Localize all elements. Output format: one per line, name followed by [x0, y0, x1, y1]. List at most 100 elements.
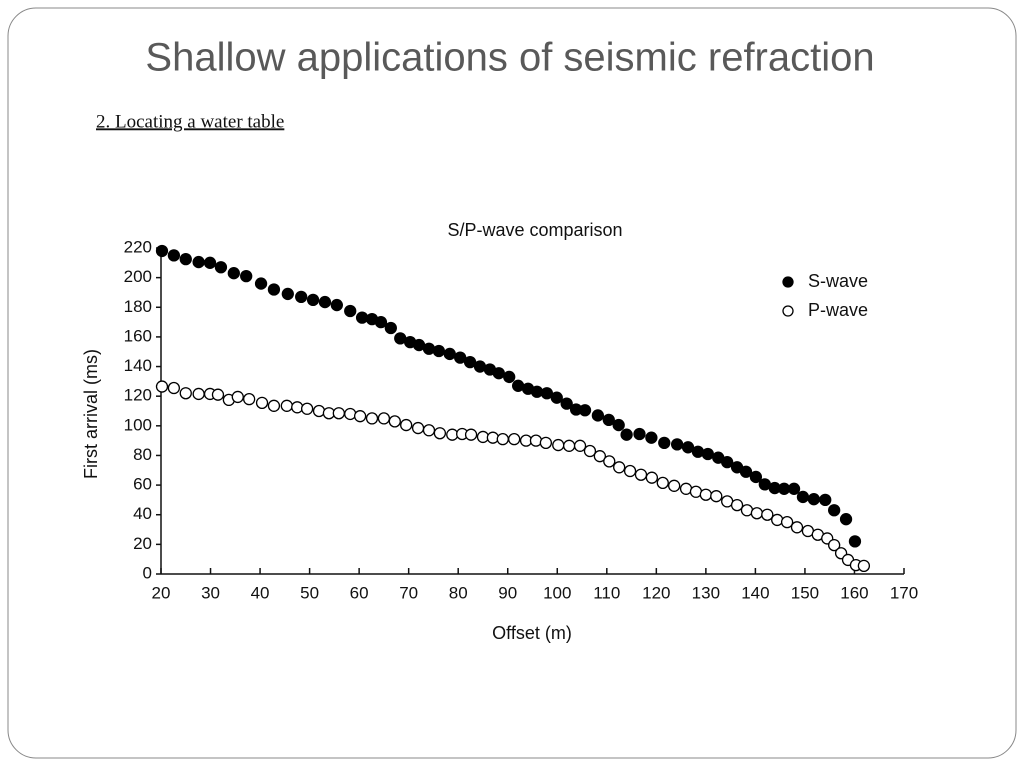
y-tick-label: 180	[124, 297, 152, 316]
data-point	[255, 396, 269, 410]
data-point	[211, 388, 225, 401]
x-tick-label: 140	[741, 583, 769, 602]
data-point	[508, 433, 521, 446]
y-tick-label: 100	[124, 415, 152, 434]
data-point	[807, 493, 820, 506]
data-point	[739, 465, 753, 478]
y-tick-label: 200	[124, 267, 152, 286]
data-point	[583, 444, 597, 458]
data-point	[422, 342, 436, 355]
data-point	[530, 385, 544, 398]
x-tick-label: 40	[251, 583, 270, 602]
data-point	[721, 455, 734, 469]
data-point	[155, 380, 169, 393]
x-tick-label: 20	[152, 583, 171, 602]
x-tick-label: 170	[890, 583, 918, 602]
data-point	[573, 439, 587, 452]
data-point	[560, 397, 573, 410]
data-point	[539, 436, 553, 450]
data-point	[503, 370, 516, 384]
chart-title: S/P-wave comparison	[447, 220, 622, 240]
data-point	[496, 433, 509, 446]
data-point	[529, 434, 543, 447]
legend-marker	[782, 305, 794, 317]
data-point	[192, 387, 205, 401]
x-axis-label: Offset (m)	[492, 623, 572, 643]
data-point	[645, 431, 658, 444]
data-point	[492, 367, 505, 380]
slide-title: Shallow applications of seismic refracti…	[145, 36, 874, 80]
legend-marker	[782, 276, 794, 288]
data-point	[300, 402, 314, 415]
data-point	[699, 488, 713, 501]
data-point	[623, 464, 637, 478]
data-point	[267, 399, 281, 412]
data-point	[374, 315, 388, 329]
data-point	[670, 438, 684, 451]
data-point	[771, 513, 784, 527]
data-point	[312, 404, 326, 418]
slide-subtitle: 2. Locating a water table	[96, 111, 284, 132]
data-point	[668, 479, 681, 492]
data-point	[839, 513, 853, 526]
data-point	[828, 504, 841, 517]
data-point	[691, 445, 705, 458]
data-point	[613, 461, 626, 474]
data-point	[780, 515, 794, 529]
data-point	[179, 387, 192, 400]
data-point	[591, 409, 605, 422]
data-point	[344, 304, 357, 318]
x-tick-label: 90	[498, 583, 517, 602]
data-point	[710, 490, 723, 503]
y-tick-label: 140	[124, 356, 152, 375]
data-point	[281, 287, 294, 301]
x-tick-label: 150	[791, 583, 819, 602]
y-tick-label: 60	[133, 475, 152, 494]
data-point	[563, 439, 576, 452]
legend-label: P-wave	[808, 300, 868, 320]
data-point	[633, 427, 646, 441]
data-point	[422, 424, 436, 437]
data-point	[819, 493, 832, 507]
data-point	[400, 418, 413, 432]
data-point	[377, 412, 391, 425]
data-point	[280, 399, 293, 412]
data-point	[634, 468, 648, 481]
data-point	[330, 298, 343, 312]
data-point	[167, 249, 181, 262]
data-point	[267, 283, 281, 296]
data-point	[848, 535, 862, 548]
y-tick-label: 0	[143, 563, 152, 582]
x-tick-label: 110	[593, 583, 620, 602]
data-point	[291, 401, 304, 414]
data-point	[540, 387, 554, 400]
data-point	[155, 244, 169, 258]
data-point	[681, 441, 695, 454]
data-point	[432, 344, 446, 358]
data-point	[463, 355, 477, 369]
data-point	[612, 418, 625, 432]
x-tick-label: 130	[692, 583, 720, 602]
y-tick-label: 160	[124, 326, 152, 345]
data-point	[658, 436, 671, 450]
data-point	[443, 347, 456, 361]
data-point	[550, 391, 563, 404]
x-tick-label: 80	[449, 583, 468, 602]
data-point	[787, 482, 801, 495]
data-point	[240, 270, 253, 283]
data-point	[645, 471, 659, 484]
y-tick-label: 120	[124, 386, 152, 405]
data-point	[552, 438, 565, 452]
data-point	[750, 507, 764, 520]
data-point	[203, 256, 217, 269]
data-point	[384, 321, 397, 335]
data-point	[295, 290, 308, 304]
x-tick-label: 100	[543, 583, 571, 602]
data-point	[214, 261, 228, 274]
data-point	[656, 476, 669, 490]
data-point	[701, 447, 714, 461]
data-point	[603, 455, 616, 468]
y-tick-label: 220	[124, 237, 152, 256]
data-point	[730, 498, 744, 512]
